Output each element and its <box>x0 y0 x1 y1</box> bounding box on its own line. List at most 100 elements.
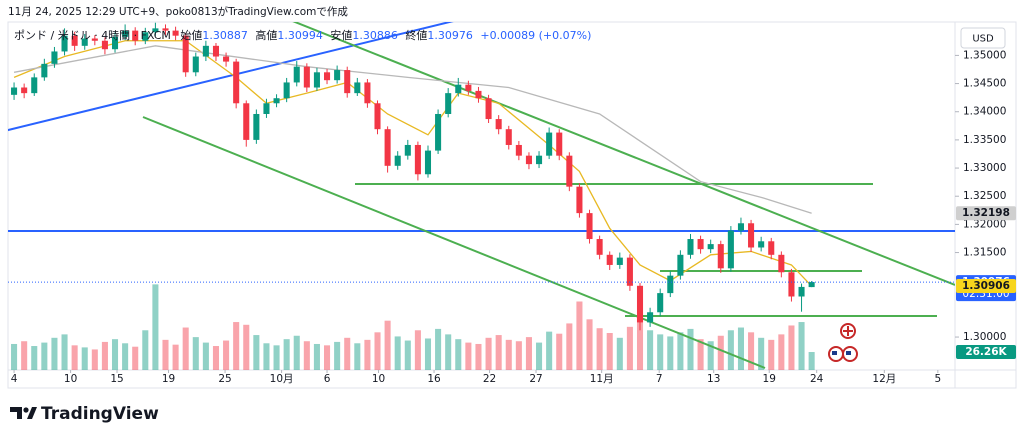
channel-lower <box>142 116 766 369</box>
volume-bar <box>616 337 623 370</box>
chart-frame <box>7 21 1017 389</box>
candle-body <box>162 28 169 31</box>
volume-bar <box>374 332 381 370</box>
candle-body <box>707 244 714 250</box>
volume-bar <box>424 338 432 370</box>
candle-body <box>142 32 149 41</box>
volume-bar <box>152 284 159 370</box>
volume-bar <box>404 340 411 370</box>
volume-bar <box>202 342 209 370</box>
volume-bar <box>111 339 119 370</box>
candle-body <box>152 28 159 33</box>
candle-body <box>475 90 482 99</box>
y-tick-label: 1.30000 <box>963 331 1006 343</box>
candle-body <box>41 63 48 78</box>
candle-body <box>384 129 391 166</box>
brand-name: TradingView <box>41 404 159 424</box>
candle-body <box>313 72 320 88</box>
volume-bar <box>707 341 714 370</box>
candle-body <box>697 239 704 250</box>
candle-body <box>293 66 300 83</box>
axes: 1.35000 1.34500 1.34000 1.33500 1.33000 1.325… <box>11 49 1016 385</box>
volume-bar <box>132 346 139 370</box>
candle-body <box>556 132 563 156</box>
volume-bar <box>334 341 341 370</box>
candle-body <box>31 77 38 94</box>
volume-bar <box>293 335 300 370</box>
header-text: 11月 24, 2025 12:29 UTC+9、poko0813がTradin… <box>8 5 348 18</box>
volume-bar <box>11 343 18 370</box>
candle-body <box>546 132 553 156</box>
currency-button[interactable] <box>960 27 1006 49</box>
volume-bar <box>677 332 684 370</box>
candle-body <box>273 98 280 104</box>
logo-dot <box>23 407 29 413</box>
volume-bar <box>394 336 401 370</box>
y-tick-label: 1.32000 <box>963 218 1006 230</box>
price-pane <box>8 22 955 331</box>
currency-label: USD <box>972 34 994 45</box>
drawings <box>8 22 955 369</box>
x-tick-label: 13 <box>707 373 720 385</box>
volume-bar <box>414 330 421 370</box>
volume-bar <box>596 328 603 370</box>
volume-bar <box>273 345 280 370</box>
candle-body <box>808 282 815 288</box>
brand-logo: TradingView <box>10 404 159 424</box>
candle-body <box>101 40 108 50</box>
volume-bar <box>647 330 654 370</box>
candle-body <box>212 45 220 57</box>
volume-bar <box>51 337 58 370</box>
candle-body <box>374 103 381 130</box>
volume-bar <box>303 341 310 370</box>
candle-body <box>253 113 260 140</box>
volume-bar <box>364 339 371 370</box>
volume-bar <box>465 342 472 370</box>
candle-body <box>586 213 593 240</box>
candle-body <box>414 144 421 175</box>
legend-symbol: ポンド / 米ドル · 4時間 · FXCM <box>14 29 171 42</box>
candle-body <box>717 244 724 269</box>
volume-bar <box>525 337 532 370</box>
candle-body <box>606 254 613 265</box>
volume-badge-label: 26.26K <box>965 346 1007 358</box>
x-tick-label: 27 <box>529 373 542 385</box>
volume-bar <box>606 333 613 370</box>
candle-body <box>192 56 199 73</box>
volume-bar <box>626 326 633 370</box>
volume-bar <box>717 335 724 370</box>
candle-body <box>748 223 755 248</box>
x-tick-label: 15 <box>110 373 123 385</box>
x-tick-label: 19 <box>162 373 175 385</box>
volume-bar <box>233 322 240 370</box>
volume-bar <box>556 333 563 370</box>
candle-body <box>596 239 603 255</box>
x-tick-label: 10月 <box>270 373 294 385</box>
candle-body <box>111 36 119 50</box>
candle-body <box>485 98 492 120</box>
volume-pane <box>11 284 815 370</box>
x-tick-label: 6 <box>324 373 331 385</box>
x-tick-label: 4 <box>11 373 18 385</box>
candle-body <box>576 186 583 214</box>
flag-canton <box>846 351 851 355</box>
volume-bar <box>536 342 543 370</box>
candle-body <box>667 275 674 294</box>
volume-badge <box>956 345 1016 360</box>
volume-bar <box>778 334 785 370</box>
candle-body <box>61 35 68 52</box>
volume-bar <box>81 347 88 370</box>
volume-bar <box>313 343 320 370</box>
y-tick-label: 1.31500 <box>963 247 1006 259</box>
volume-bar <box>737 327 744 370</box>
x-tick-label: 11月 <box>590 373 614 385</box>
candle-body <box>536 155 543 165</box>
volume-bar <box>384 320 391 370</box>
volume-bar <box>697 339 704 370</box>
volume-bar <box>758 337 765 370</box>
legend-value: 1.30994 <box>277 29 323 42</box>
candle-body <box>788 272 795 297</box>
volume-bar <box>667 336 674 370</box>
candle-body <box>768 241 775 255</box>
volume-bar <box>455 339 462 370</box>
